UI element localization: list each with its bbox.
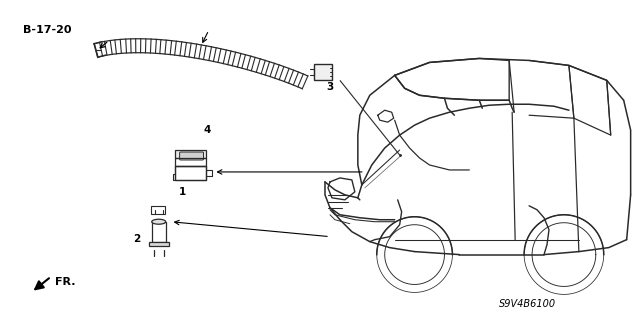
Bar: [175, 150, 207, 158]
Text: B-17-20: B-17-20: [23, 25, 72, 34]
Bar: [175, 166, 207, 180]
Ellipse shape: [152, 219, 166, 224]
Bar: [151, 206, 164, 214]
Bar: [314, 64, 332, 80]
Text: 2: 2: [134, 234, 141, 244]
Text: 1: 1: [179, 187, 186, 197]
Text: 4: 4: [204, 125, 211, 135]
Text: 3: 3: [326, 82, 333, 92]
Bar: [152, 222, 166, 241]
Text: S9V4B6100: S9V4B6100: [499, 299, 556, 309]
Bar: [148, 241, 169, 246]
FancyBboxPatch shape: [180, 152, 204, 160]
Text: FR.: FR.: [55, 278, 76, 287]
